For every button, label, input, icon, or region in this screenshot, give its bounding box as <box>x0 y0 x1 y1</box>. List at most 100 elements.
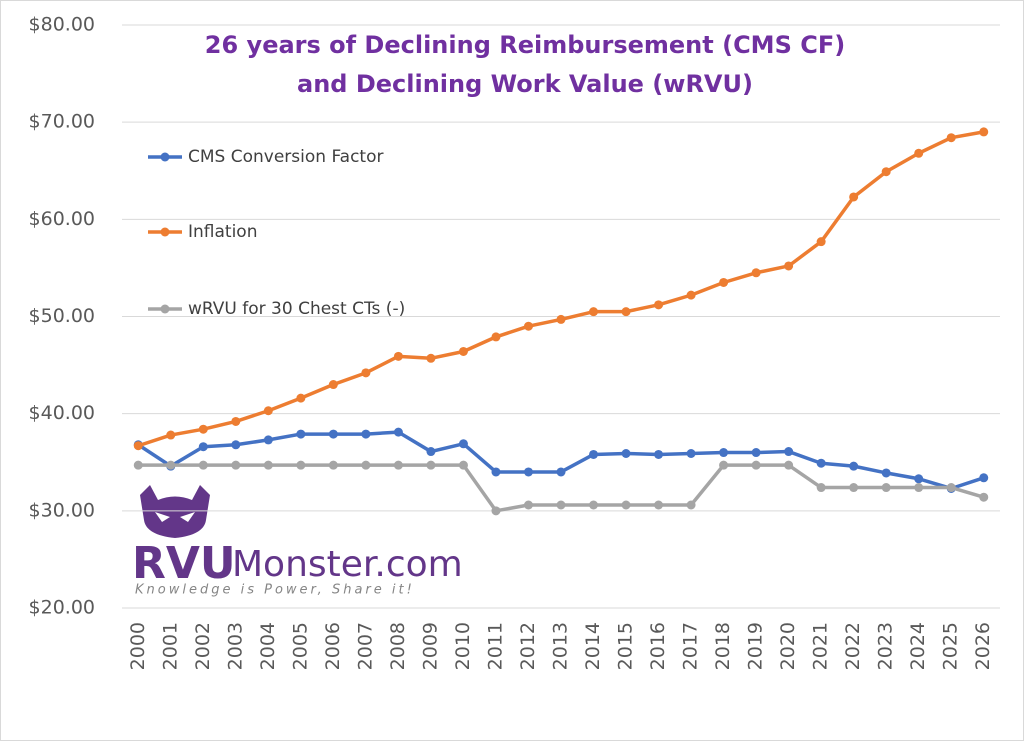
x-tick-label: 2019 <box>745 622 767 670</box>
y-tick-label: $40.00 <box>29 402 95 424</box>
data-point <box>523 500 533 510</box>
x-tick-label: 2007 <box>354 622 376 670</box>
data-point <box>784 447 794 457</box>
data-point <box>556 500 566 510</box>
data-point <box>946 483 956 493</box>
data-point <box>751 448 761 458</box>
y-tick-label: $20.00 <box>29 597 95 619</box>
data-point <box>654 449 664 459</box>
legend-label: CMS Conversion Factor <box>188 147 383 167</box>
data-point <box>914 474 924 484</box>
data-point <box>914 148 924 158</box>
data-point <box>133 460 143 470</box>
x-tick-label: 2021 <box>810 622 832 670</box>
data-point <box>946 133 956 143</box>
x-tick-label: 2002 <box>192 622 214 670</box>
monster-icon <box>140 485 210 538</box>
x-tick-label: 2020 <box>777 622 799 670</box>
x-tick-label: 2024 <box>907 622 929 670</box>
chart-title: 26 years of Declining Reimbursement (CMS… <box>205 31 845 59</box>
watermark: RVU Monster.com Knowledge is Power, Shar… <box>132 485 463 598</box>
data-point <box>393 351 403 361</box>
x-tick-label: 2011 <box>484 622 506 670</box>
y-tick-label: $50.00 <box>29 305 95 327</box>
x-tick-label: 2022 <box>842 622 864 670</box>
y-tick-label: $30.00 <box>29 499 95 521</box>
x-tick-label: 2010 <box>452 622 474 670</box>
data-point <box>589 449 599 459</box>
data-point <box>198 442 208 452</box>
data-point <box>361 460 371 470</box>
data-point <box>263 460 273 470</box>
chart-title: and Declining Work Value (wRVU) <box>297 70 753 98</box>
legend-label: wRVU for 30 Chest CTs (-) <box>188 299 405 319</box>
data-point <box>523 467 533 477</box>
x-tick-label: 2023 <box>875 622 897 670</box>
y-tick-label: $70.00 <box>29 111 95 133</box>
data-point <box>231 416 241 426</box>
data-point <box>491 467 501 477</box>
data-point <box>166 430 176 440</box>
y-tick-label: $60.00 <box>29 208 95 230</box>
data-point <box>328 460 338 470</box>
legend-marker <box>160 304 170 314</box>
data-point <box>231 440 241 450</box>
data-point <box>849 192 859 202</box>
data-point <box>654 500 664 510</box>
x-tick-label: 2008 <box>387 622 409 670</box>
x-tick-label: 2013 <box>550 622 572 670</box>
data-point <box>523 321 533 331</box>
data-point <box>849 483 859 493</box>
data-point <box>881 468 891 478</box>
data-point <box>556 467 566 477</box>
data-point <box>231 460 241 470</box>
data-point <box>979 127 989 137</box>
x-tick-label: 2000 <box>127 622 149 670</box>
data-point <box>979 473 989 483</box>
watermark-tagline: Knowledge is Power, Share it! <box>135 583 415 598</box>
watermark-brand-bold: RVU <box>132 538 236 589</box>
legend-label: Inflation <box>188 222 257 242</box>
data-point <box>426 353 436 363</box>
data-point <box>556 314 566 324</box>
data-point <box>296 460 306 470</box>
data-point <box>914 483 924 493</box>
data-point <box>979 492 989 502</box>
data-point <box>393 460 403 470</box>
data-point <box>426 447 436 457</box>
data-point <box>751 268 761 278</box>
data-point <box>686 500 696 510</box>
data-point <box>198 424 208 434</box>
data-point <box>686 290 696 300</box>
data-point <box>816 237 826 247</box>
data-point <box>393 427 403 437</box>
data-point <box>881 483 891 493</box>
data-point <box>328 380 338 390</box>
x-tick-label: 2004 <box>257 622 279 670</box>
x-tick-label: 2016 <box>647 622 669 670</box>
x-tick-label: 2025 <box>940 622 962 670</box>
data-point <box>849 461 859 471</box>
data-point <box>458 346 468 356</box>
data-point <box>784 460 794 470</box>
data-point <box>654 300 664 310</box>
data-point <box>426 460 436 470</box>
data-point <box>263 406 273 416</box>
legend-marker <box>160 227 170 237</box>
data-point <box>751 460 761 470</box>
data-point <box>458 439 468 449</box>
data-point <box>296 393 306 403</box>
data-point <box>263 435 273 445</box>
x-tick-label: 2012 <box>517 622 539 670</box>
x-tick-label: 2015 <box>615 622 637 670</box>
data-point <box>198 460 208 470</box>
y-tick-label: $80.00 <box>29 14 95 36</box>
x-tick-label: 2018 <box>712 622 734 670</box>
data-point <box>491 332 501 342</box>
x-tick-label: 2001 <box>159 622 181 670</box>
data-point <box>361 429 371 439</box>
data-point <box>166 460 176 470</box>
data-point <box>133 441 143 451</box>
